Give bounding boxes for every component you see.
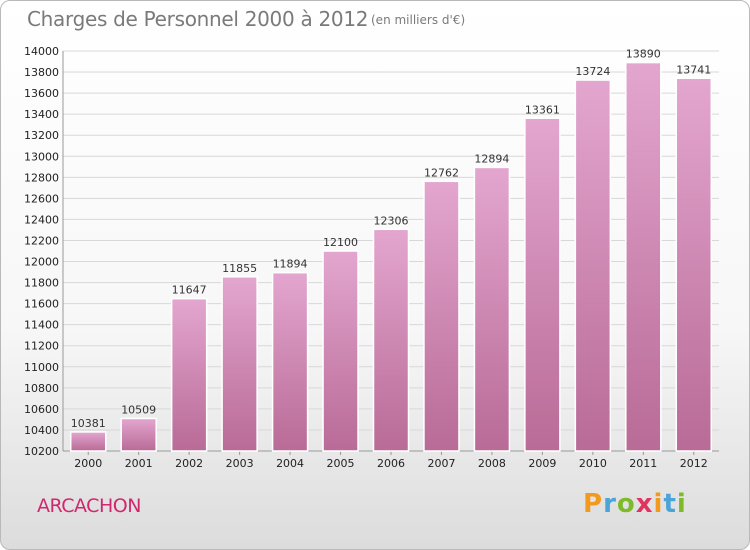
bar-2006 (372, 228, 410, 452)
x-tick-label: 2007 (427, 457, 455, 470)
x-tick-label: 2006 (377, 457, 405, 470)
x-tick-label: 2005 (327, 457, 355, 470)
y-tick-label: 13000 (24, 150, 59, 163)
x-tick-label: 2011 (629, 457, 657, 470)
y-tick-label: 14000 (24, 45, 59, 58)
data-labels: 10381 10509 11647 11855 11894 12100 12306 12762… (71, 48, 712, 430)
data-label: 10509 (121, 403, 156, 416)
bar-2011 (625, 61, 662, 452)
y-tick-label: 13200 (24, 129, 59, 142)
bar-2001 (120, 417, 157, 452)
x-tick-labels: 2000 2001 2002 2003 2004 2005 2006 2007 2008 2009… (74, 457, 708, 470)
bars (69, 61, 713, 452)
y-tick-label: 11600 (24, 298, 59, 311)
data-label: 11647 (172, 284, 207, 297)
x-tick-label: 2004 (276, 457, 304, 470)
y-tick-label: 12800 (24, 171, 59, 184)
data-label: 13890 (626, 48, 661, 61)
x-tick-label: 2002 (175, 457, 203, 470)
bar-2010 (574, 79, 612, 452)
x-tick-label: 2012 (680, 457, 708, 470)
bar-2008 (473, 166, 511, 452)
x-tick-label: 2009 (528, 457, 556, 470)
bar-2004 (271, 271, 309, 452)
y-tick-label: 10400 (24, 424, 59, 437)
data-label: 12100 (323, 236, 358, 249)
bar-2012 (675, 77, 713, 452)
proxiti-logo: Proxiti (583, 489, 687, 519)
x-tick-label: 2003 (226, 457, 254, 470)
x-tick-label: 2010 (579, 457, 607, 470)
data-label: 12762 (424, 166, 459, 179)
y-tick-label: 10800 (24, 382, 59, 395)
data-label: 10381 (71, 417, 106, 430)
bar-2009 (524, 117, 561, 452)
x-tick-label: 2008 (478, 457, 506, 470)
y-tick-label: 12200 (24, 234, 59, 247)
bar-2003 (221, 276, 258, 452)
y-tick-label: 13600 (24, 87, 59, 100)
bar-2007 (423, 180, 460, 452)
data-label: 12894 (474, 152, 509, 165)
y-tick-label: 12000 (24, 256, 59, 269)
bar-2002 (170, 297, 208, 452)
bar-2005 (322, 250, 359, 452)
data-label: 13361 (525, 103, 560, 116)
y-tick-label: 11000 (24, 361, 59, 374)
y-tick-label: 10600 (24, 403, 59, 416)
data-label: 13741 (676, 63, 711, 76)
x-tick-label: 2000 (74, 457, 102, 470)
y-tick-label: 13400 (24, 108, 59, 121)
y-tick-label: 10200 (24, 445, 59, 458)
y-tick-label: 13800 (24, 66, 59, 79)
y-tick-label: 12600 (24, 192, 59, 205)
data-label: 12306 (374, 214, 409, 227)
data-label: 11894 (273, 258, 308, 271)
y-tick-labels: 10200 10400 10600 10800 11000 11200 11400 11600… (24, 45, 59, 458)
y-tick-label: 11400 (24, 319, 59, 332)
bar-2000 (69, 431, 107, 452)
y-tick-label: 11800 (24, 277, 59, 290)
x-tick-label: 2001 (125, 457, 153, 470)
town-name: ARCACHON (37, 495, 141, 517)
chart-title: Charges de Personnel 2000 à 2012 (27, 7, 369, 31)
data-label: 11855 (222, 262, 257, 275)
data-label: 13724 (575, 65, 610, 78)
y-tick-label: 11200 (24, 340, 59, 353)
y-tick-label: 12400 (24, 213, 59, 226)
chart-subtitle: (en milliers d'€) (371, 13, 466, 27)
